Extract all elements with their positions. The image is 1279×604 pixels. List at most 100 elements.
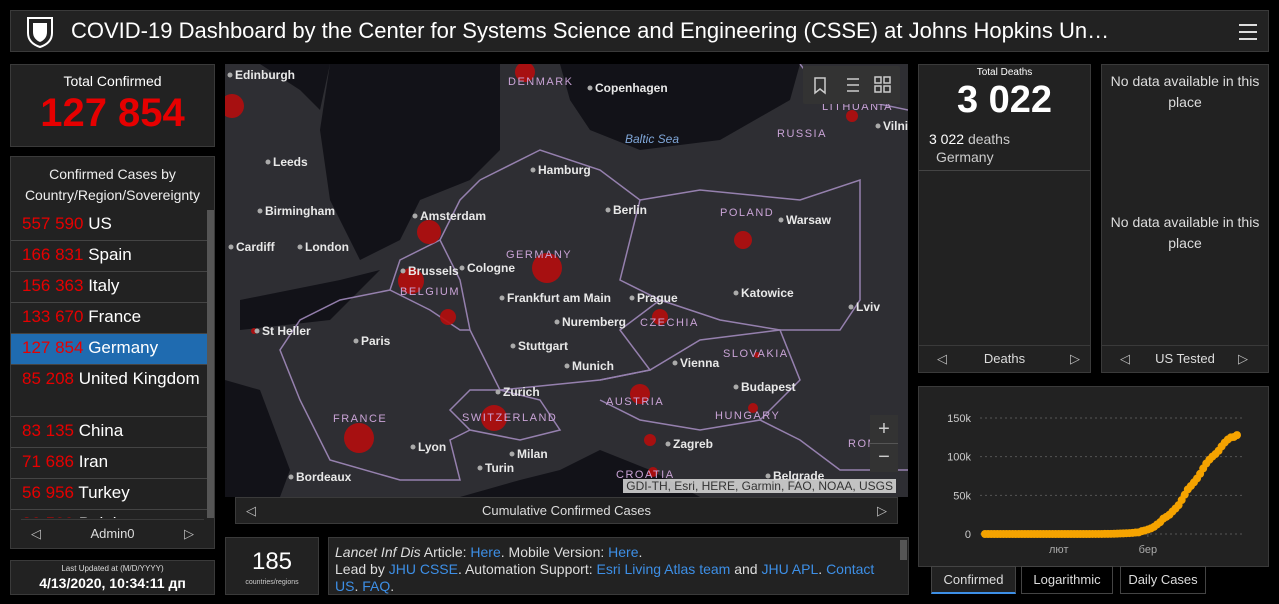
caption: Cumulative Confirmed Cases — [481, 503, 652, 518]
zoom-in[interactable]: + — [870, 415, 898, 443]
zoom-out[interactable]: − — [870, 443, 898, 472]
map-caption-bar: ◁ Cumulative Confirmed Cases ▷ — [235, 497, 898, 524]
country-label: BELGIUM — [400, 286, 460, 298]
detail: 3 022 deaths — [929, 131, 1010, 147]
country-row[interactable]: 71 686 Iran — [11, 448, 207, 479]
country-row[interactable]: 166 831 Spain — [11, 241, 207, 272]
menu-button[interactable] — [1238, 22, 1260, 42]
count: 56 956 — [22, 483, 74, 502]
city-dot — [228, 244, 234, 250]
footer-label: Deaths — [983, 351, 1026, 366]
tested-panel: No data available in this place No data … — [1101, 64, 1269, 373]
link[interactable]: JHU CSSE — [388, 561, 458, 577]
tested-footer: ◁ US Tested ▷ — [1102, 345, 1268, 372]
text: . Mobile Version: — [500, 544, 609, 560]
link[interactable]: Esri Living Atlas team — [596, 561, 731, 577]
city-dot — [665, 441, 671, 447]
text: Lead by — [335, 561, 389, 577]
city-label: Cologne — [467, 261, 515, 275]
city-dot — [495, 389, 501, 395]
map[interactable]: Edinburgh Copenhagen Leeds Hamburg Birmingha… — [225, 64, 908, 497]
country-label: RUSSIA — [777, 128, 827, 140]
link[interactable]: JHU APL — [761, 561, 819, 577]
message: No data available in this place — [1110, 73, 1260, 110]
city-dot — [499, 295, 505, 301]
count: 557 590 — [22, 214, 84, 233]
prev-arrow[interactable]: ◁ — [1120, 351, 1130, 366]
city-label: Brussels — [408, 264, 459, 278]
tab[interactable]: Confirmed — [931, 566, 1016, 594]
next-arrow[interactable]: ▷ — [184, 526, 194, 541]
city-dot — [605, 207, 611, 213]
city-dot — [227, 72, 233, 78]
place: Germany — [936, 149, 994, 165]
city-label: St Heller — [262, 324, 311, 338]
city-label: Vienna — [680, 356, 719, 370]
article-panel: Lancet Inf Dis Article: Here. Mobile Ver… — [328, 537, 909, 595]
country-label: DENMARK — [508, 76, 574, 88]
value: 127 854 — [40, 91, 185, 135]
count: 30 589 — [22, 514, 74, 518]
link[interactable]: FAQ — [362, 578, 391, 594]
message: No data available in this place — [1110, 214, 1260, 251]
tab[interactable]: Logarithmic — [1021, 566, 1113, 594]
city-dot — [257, 208, 263, 214]
country-row[interactable]: 133 670 France — [11, 303, 207, 334]
link[interactable]: Contact US — [335, 561, 879, 594]
prev-arrow[interactable]: ◁ — [31, 526, 41, 541]
article-text: Lancet Inf Dis Article: Here. Mobile Ver… — [335, 544, 895, 595]
count: 156 363 — [22, 276, 84, 295]
city-label: Prague — [637, 291, 678, 305]
list-title: Confirmed Cases by Country/Region/Sovere… — [24, 166, 201, 203]
city-label: Budapest — [741, 380, 796, 394]
city-dot — [733, 384, 739, 390]
text: . — [390, 578, 395, 594]
city-label: Warsaw — [786, 213, 832, 227]
text: . — [818, 561, 827, 577]
city-dot — [254, 328, 260, 334]
count: 127 854 — [22, 338, 84, 357]
city-dot — [477, 465, 483, 471]
country-name: United Kingdom — [78, 369, 200, 388]
country-row[interactable]: 56 956 Turkey — [11, 479, 207, 510]
scrollbar — [207, 210, 214, 518]
country-row[interactable]: 30 589 Belgium — [11, 510, 207, 518]
last-updated: Last Updated at (M/D/YYYY) 4/13/2020, 10… — [10, 560, 215, 595]
prev-arrow[interactable]: ◁ — [246, 503, 256, 518]
prev-arrow[interactable]: ◁ — [937, 351, 947, 366]
country-name: US — [88, 214, 112, 233]
city-label: Birmingham — [265, 204, 335, 218]
city-label: Hamburg — [538, 163, 591, 177]
country-row[interactable]: 83 135 China — [11, 417, 207, 448]
toolbar-icons[interactable] — [803, 66, 900, 104]
country-row[interactable]: 127 854 Germany — [11, 334, 207, 365]
city-label: Vilnius — [883, 119, 908, 133]
country-row[interactable]: 156 363 Italy — [11, 272, 207, 303]
next-arrow[interactable]: ▷ — [1070, 351, 1080, 366]
country-row[interactable]: 557 590 US — [11, 210, 207, 241]
label: Last Updated at (M/D/YYYY) — [61, 564, 164, 573]
city-dot — [400, 268, 406, 274]
chart: 0 50k 100k 150k лют бер — [947, 413, 1242, 556]
city-dot — [412, 213, 418, 219]
tab[interactable]: Daily Cases — [1120, 566, 1206, 594]
city-label: Zagreb — [673, 437, 713, 451]
next-arrow[interactable]: ▷ — [877, 503, 887, 518]
value: 4/13/2020, 10:34:11 дп — [39, 575, 186, 591]
next-arrow[interactable]: ▷ — [1238, 351, 1248, 366]
link[interactable]: Here — [470, 544, 501, 560]
y-tick-label: 150k — [947, 413, 971, 425]
country-label: LITHUANIA — [822, 101, 893, 113]
city-dot — [530, 167, 536, 173]
city-label: Lviv — [856, 300, 880, 314]
country-label: AUSTRIA — [606, 396, 664, 408]
text: . — [354, 578, 363, 594]
total-confirmed: Total Confirmed 127 854 — [10, 64, 215, 147]
map-toolbar — [803, 66, 900, 104]
link[interactable]: Here — [608, 544, 639, 560]
country-row[interactable]: 85 208 United Kingdom — [11, 365, 207, 417]
city-label: Amsterdam — [420, 209, 486, 223]
header: COVID-19 Dashboard by the Center for Sys… — [10, 10, 1269, 52]
city-label: Cardiff — [236, 240, 276, 254]
